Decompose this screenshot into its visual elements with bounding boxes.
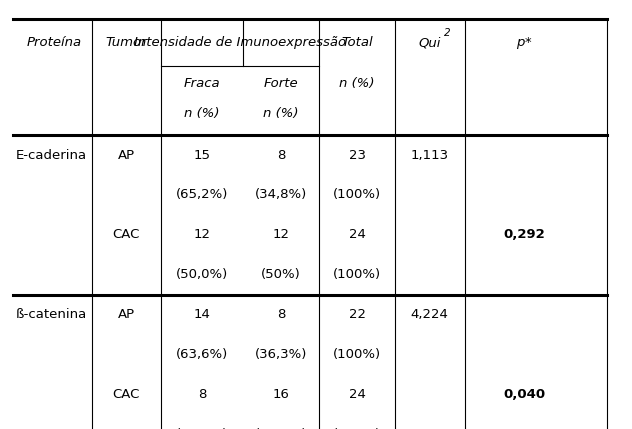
Text: (34,8%): (34,8%)	[255, 188, 307, 202]
Text: Total: Total	[341, 36, 373, 49]
Text: Forte: Forte	[264, 77, 298, 90]
Text: AP: AP	[118, 148, 135, 162]
Text: 4,224: 4,224	[411, 308, 449, 321]
Text: Fraca: Fraca	[184, 77, 221, 90]
Text: 16: 16	[273, 388, 289, 401]
Text: 15: 15	[194, 148, 210, 162]
Text: n (%): n (%)	[185, 107, 220, 120]
Text: 1,113: 1,113	[411, 148, 449, 162]
Text: (100%): (100%)	[333, 188, 381, 202]
Text: n (%): n (%)	[339, 77, 375, 90]
Text: Proteína: Proteína	[26, 36, 82, 49]
Text: 23: 23	[349, 148, 365, 162]
Text: 24: 24	[349, 388, 365, 401]
Text: 12: 12	[273, 228, 289, 242]
Text: 14: 14	[194, 308, 210, 321]
Text: (50%): (50%)	[262, 268, 301, 281]
Text: 8: 8	[198, 388, 207, 401]
Text: (47,8%): (47,8%)	[176, 428, 228, 429]
Text: (100%): (100%)	[333, 428, 381, 429]
Text: 12: 12	[194, 228, 210, 242]
Text: E-caderina: E-caderina	[16, 148, 87, 162]
Text: (50,0%): (50,0%)	[176, 268, 228, 281]
Text: CAC: CAC	[112, 388, 140, 401]
Text: Qui: Qui	[418, 36, 441, 49]
Text: (100%): (100%)	[333, 348, 381, 361]
Text: ß-catenina: ß-catenina	[16, 308, 87, 321]
Text: 0,292: 0,292	[504, 228, 545, 242]
Text: 2: 2	[444, 28, 450, 39]
Text: AP: AP	[118, 308, 135, 321]
Text: 24: 24	[349, 228, 365, 242]
Text: 22: 22	[349, 308, 365, 321]
Text: Intensidade de Imunoexpressão: Intensidade de Imunoexpressão	[134, 36, 346, 49]
Text: 0,040: 0,040	[504, 388, 545, 401]
Text: (52,2%): (52,2%)	[255, 428, 308, 429]
Text: (36,3%): (36,3%)	[255, 348, 307, 361]
Text: CAC: CAC	[112, 228, 140, 242]
Text: 8: 8	[277, 148, 286, 162]
Text: (100%): (100%)	[333, 268, 381, 281]
Text: Tumor: Tumor	[106, 36, 147, 49]
Text: (65,2%): (65,2%)	[176, 188, 228, 202]
Text: (63,6%): (63,6%)	[176, 348, 228, 361]
Text: 8: 8	[277, 308, 286, 321]
Text: n (%): n (%)	[264, 107, 299, 120]
Text: $p$*: $p$*	[516, 35, 533, 51]
